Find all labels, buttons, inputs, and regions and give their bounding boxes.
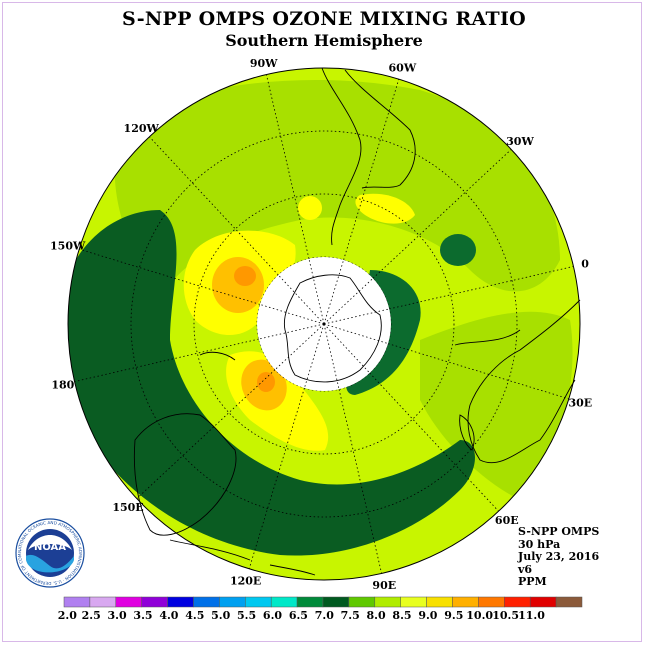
colorbar-label: 7.0 [315,609,334,622]
field-band-7-0 [68,210,475,556]
polar-meridian-line [274,323,325,370]
info-units: PPM [518,575,547,588]
longitude-labels: 90W 60W 30W 0 30E 60E 90E 120E 150E 180 150W 120W [50,57,592,592]
coastlines [133,67,581,576]
meridian-line [248,387,305,569]
polar-meridians [258,258,390,390]
colorbar-swatch [374,596,401,608]
meridian-line [387,343,569,400]
field-band-9-0-north [355,193,415,224]
colorbar-label: 11.0 [518,609,545,622]
colorbar-swatch [555,596,583,608]
polar-meridian-line [278,274,325,325]
colorbar-label: 7.5 [341,609,360,622]
map-subtitle: Southern Hemisphere [225,31,423,50]
field-band-7-0-blob [440,234,476,266]
longitude-label: 30E [568,396,592,409]
colorbar-label: 8.0 [367,609,386,622]
colorbar-label: 2.0 [58,609,77,622]
colorbar-label: 9.0 [418,609,437,622]
meridians [74,74,574,574]
colorbar-label: 6.0 [263,609,282,622]
colorbar-swatch [529,596,557,608]
field-band-9-0-spot [298,196,322,220]
longitude-label: 180 [51,378,74,391]
south-pole-marker [322,322,326,326]
colorbar-label: 4.5 [185,609,204,622]
map-boundary [67,67,581,581]
meridian-line [266,74,310,259]
colorbar: 2.0 2.5 3.0 3.5 4.0 4.5 5.0 5.5 6.0 6.5 7.0 7.5 8.0 8… [58,596,583,622]
colorbar-swatch [115,596,142,608]
info-version: v6 [518,562,533,576]
antarctica-coast [283,274,382,383]
colorbar-label: 9.5 [444,609,463,622]
polar-meridian-line [259,304,325,325]
longitude-label: 60W [389,62,417,75]
longitude-label: 90W [250,57,278,70]
colorbar-label: 2.5 [82,609,101,622]
map-title: S-NPP OMPS OZONE MIXING RATIO [121,8,527,30]
colorbar-swatch [167,596,194,608]
colorbar-label: 5.5 [237,609,256,622]
colorbar-label: 5.0 [211,609,230,622]
noaa-logo-gull [28,535,72,550]
polar-meridian-line [323,323,389,344]
longitude-label: 150E [112,501,143,514]
info-instrument: S-NPP OMPS [518,525,600,538]
meridian-line [74,338,259,382]
meridian-line [338,389,382,574]
colorbar-label: 3.0 [108,609,127,622]
longitude-label: 150W [50,240,86,253]
polar-meridian-line [323,323,370,374]
colorbar-swatch [141,596,168,608]
longitude-label: 30W [506,135,534,148]
colorbar-label: 8.5 [392,609,411,622]
ozone-field [68,68,580,580]
field-band-10-0-west [234,266,256,286]
colorbar-swatch [504,596,531,608]
longitude-label: 120W [124,122,160,135]
longitude-label: 90E [372,579,396,592]
colorbar-swatch [63,596,91,608]
noaa-logo-text: NOAA [34,542,66,553]
noaa-logo-wave [26,554,74,573]
colorbar-swatch [478,596,505,608]
field-band-9-5-west [212,257,264,313]
longitude-label: 60E [495,514,519,527]
colorbar-swatch [400,596,427,608]
longitude-label: 120E [230,574,261,587]
colorbar-label: 10.5 [492,609,519,622]
colorbar-swatch [193,596,220,608]
info-block: S-NPP OMPS 30 hPa July 23, 2016 v6 PPM [518,525,600,589]
colorbar-swatch [89,596,117,608]
field-band-10-0-south [257,372,275,392]
colorbar-swatch [245,596,272,608]
longitude-label: 0 [581,258,589,271]
info-date: July 23, 2016 [518,550,600,563]
polar-meridian-line [323,259,344,325]
colorbar-swatch [452,596,479,608]
polar-meridian-line [323,278,374,325]
meridian-line [389,266,574,310]
colorbar-label: 10.0 [466,609,493,622]
info-level: 30 hPa [518,537,561,551]
colorbar-label: 3.5 [133,609,152,622]
colorbar-label: 6.5 [289,609,308,622]
colorbar-label: 4.0 [159,609,178,622]
colorbar-swatch [322,596,350,608]
polar-meridian-line [304,323,325,389]
colorbar-swatch [348,596,376,608]
colorbar-swatch [219,596,246,608]
colorbar-swatch [296,596,324,608]
colorbar-swatch [426,596,453,608]
colorbar-swatch [270,596,298,608]
